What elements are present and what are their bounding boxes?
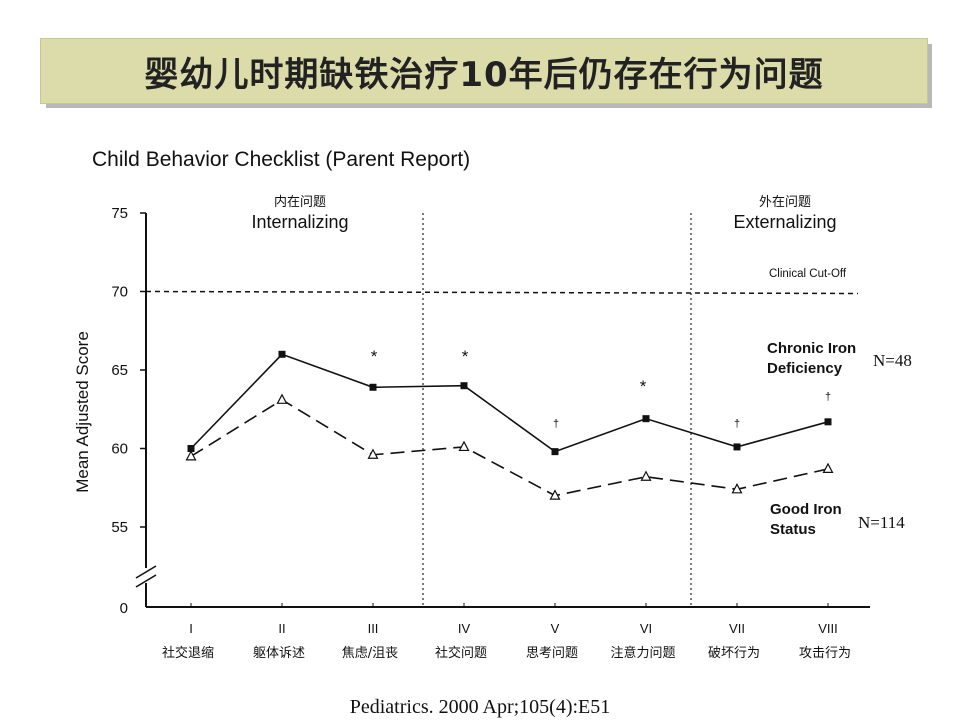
- x-category-label-cn: 社交退缩: [162, 645, 214, 661]
- x-tick-label: III: [368, 621, 379, 636]
- x-category-label-cn: 焦虑/沮丧: [342, 646, 398, 661]
- x-tick-label: I: [189, 621, 193, 636]
- clinical-cutoff-label: Clinical Cut-Off: [769, 268, 847, 280]
- data-point-square: [187, 445, 195, 452]
- y-tick-label: 65: [111, 362, 128, 379]
- behavior-checklist-chart: Child Behavior Checklist (Parent Report)…: [73, 148, 912, 661]
- significance-mark: *: [462, 347, 469, 366]
- data-point-square: [824, 418, 832, 426]
- group-label: Externalizing: [733, 212, 836, 232]
- y-tick-label: 60: [111, 441, 128, 458]
- data-point-triangle: [731, 483, 743, 494]
- group-label: Internalizing: [251, 212, 348, 232]
- x-tick-label: IV: [458, 621, 471, 636]
- significance-mark: †: [734, 418, 740, 430]
- significance-mark: †: [825, 391, 831, 403]
- sample-size-label: N=114: [858, 513, 905, 532]
- group-label-cn: 外在问题: [759, 195, 811, 210]
- x-tick-label: VII: [729, 621, 745, 636]
- data-point-square: [551, 448, 559, 456]
- x-category-label-cn: 社交问题: [435, 645, 487, 661]
- data-point-triangle: [185, 450, 197, 461]
- series-label: Good Iron: [770, 501, 842, 518]
- data-point-square: [278, 350, 286, 358]
- x-category-label-cn: 躯体诉述: [253, 645, 305, 661]
- data-point-square: [369, 383, 377, 391]
- significance-mark: *: [371, 347, 378, 366]
- x-category-label-cn: 思考问题: [526, 646, 578, 661]
- slide-title: 婴幼儿时期缺铁治疗10年后仍存在行为问题: [144, 54, 824, 95]
- series-line: [190, 398, 829, 497]
- series-line: [190, 353, 829, 453]
- data-point-triangle: [822, 462, 834, 474]
- x-tick-label: V: [551, 621, 560, 636]
- sample-size-label: N=48: [873, 351, 912, 370]
- x-category-label-cn: 注意力问题: [610, 645, 675, 661]
- axis-break-mark: [135, 574, 157, 588]
- x-category-label-cn: 破坏行为: [708, 646, 760, 661]
- data-point-triangle: [458, 440, 470, 452]
- x-tick-label: VI: [640, 621, 652, 636]
- title-banner: 婴幼儿时期缺铁治疗10年后仍存在行为问题: [40, 38, 928, 104]
- data-point-square: [460, 382, 468, 390]
- clinical-cutoff-line: [145, 290, 859, 295]
- data-point-triangle: [276, 393, 288, 404]
- citation: Pediatrics. 2000 Apr;105(4):E51: [349, 696, 611, 718]
- y-tick-label: 0: [120, 600, 128, 617]
- x-tick-label: VIII: [818, 621, 838, 636]
- y-tick-label: 75: [111, 205, 128, 222]
- data-point-square: [733, 443, 741, 451]
- series-label: Status: [770, 521, 816, 538]
- chart-title: Child Behavior Checklist (Parent Report): [92, 148, 470, 171]
- series-label: Deficiency: [767, 360, 843, 377]
- y-tick-label: 55: [111, 519, 128, 536]
- y-axis-label: Mean Adjusted Score: [73, 331, 92, 493]
- y-tick-label: 70: [111, 284, 128, 301]
- x-tick-label: II: [278, 621, 285, 636]
- significance-mark: †: [553, 418, 559, 430]
- data-point-triangle: [640, 470, 652, 481]
- significance-mark: *: [640, 377, 647, 396]
- series-label: Chronic Iron: [767, 340, 856, 357]
- data-point-triangle: [549, 489, 561, 500]
- axis-break-mark: [135, 565, 157, 579]
- data-point-square: [642, 415, 650, 423]
- group-label-cn: 内在问题: [274, 194, 326, 210]
- x-category-label-cn: 攻击行为: [799, 646, 851, 661]
- data-point-triangle: [367, 448, 379, 459]
